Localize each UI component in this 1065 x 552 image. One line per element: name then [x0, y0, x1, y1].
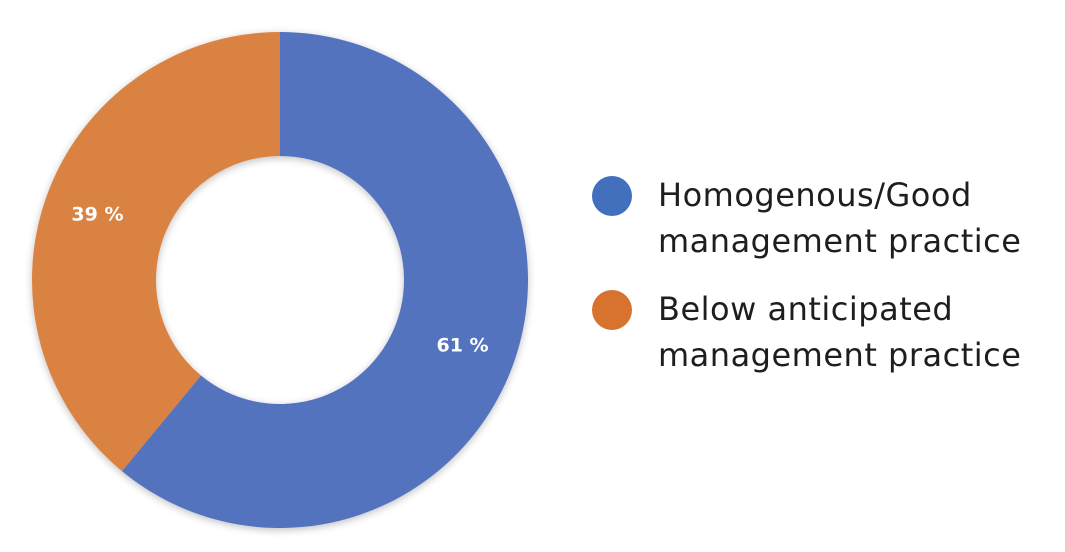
donut-slices [32, 32, 528, 528]
legend: Homogenous/Good management practice Belo… [590, 172, 1060, 400]
slice-value-label-0: 61 % [436, 335, 488, 357]
legend-item-below-practice: Below anticipated management practice [590, 286, 1060, 378]
donut-slice-1 [32, 32, 280, 472]
donut-slice-0 [121, 32, 528, 528]
legend-swatch-orange [592, 290, 632, 330]
donut-chart-area: 61 % 39 % [32, 32, 528, 528]
donut-labels: 61 % 39 % [71, 203, 488, 356]
legend-item-good-practice: Homogenous/Good management practice [590, 172, 1060, 264]
legend-swatch-blue [592, 176, 632, 216]
legend-label-below-practice-line1: Below anticipated [658, 290, 954, 328]
legend-label-good-practice-line2: management practice [658, 222, 1022, 260]
donut-chart: 61 % 39 % [32, 32, 528, 528]
legend-label-good-practice-line1: Homogenous/Good [658, 176, 972, 214]
legend-label-below-practice-line2: management practice [658, 336, 1022, 374]
slice-value-label-1: 39 % [71, 203, 123, 225]
